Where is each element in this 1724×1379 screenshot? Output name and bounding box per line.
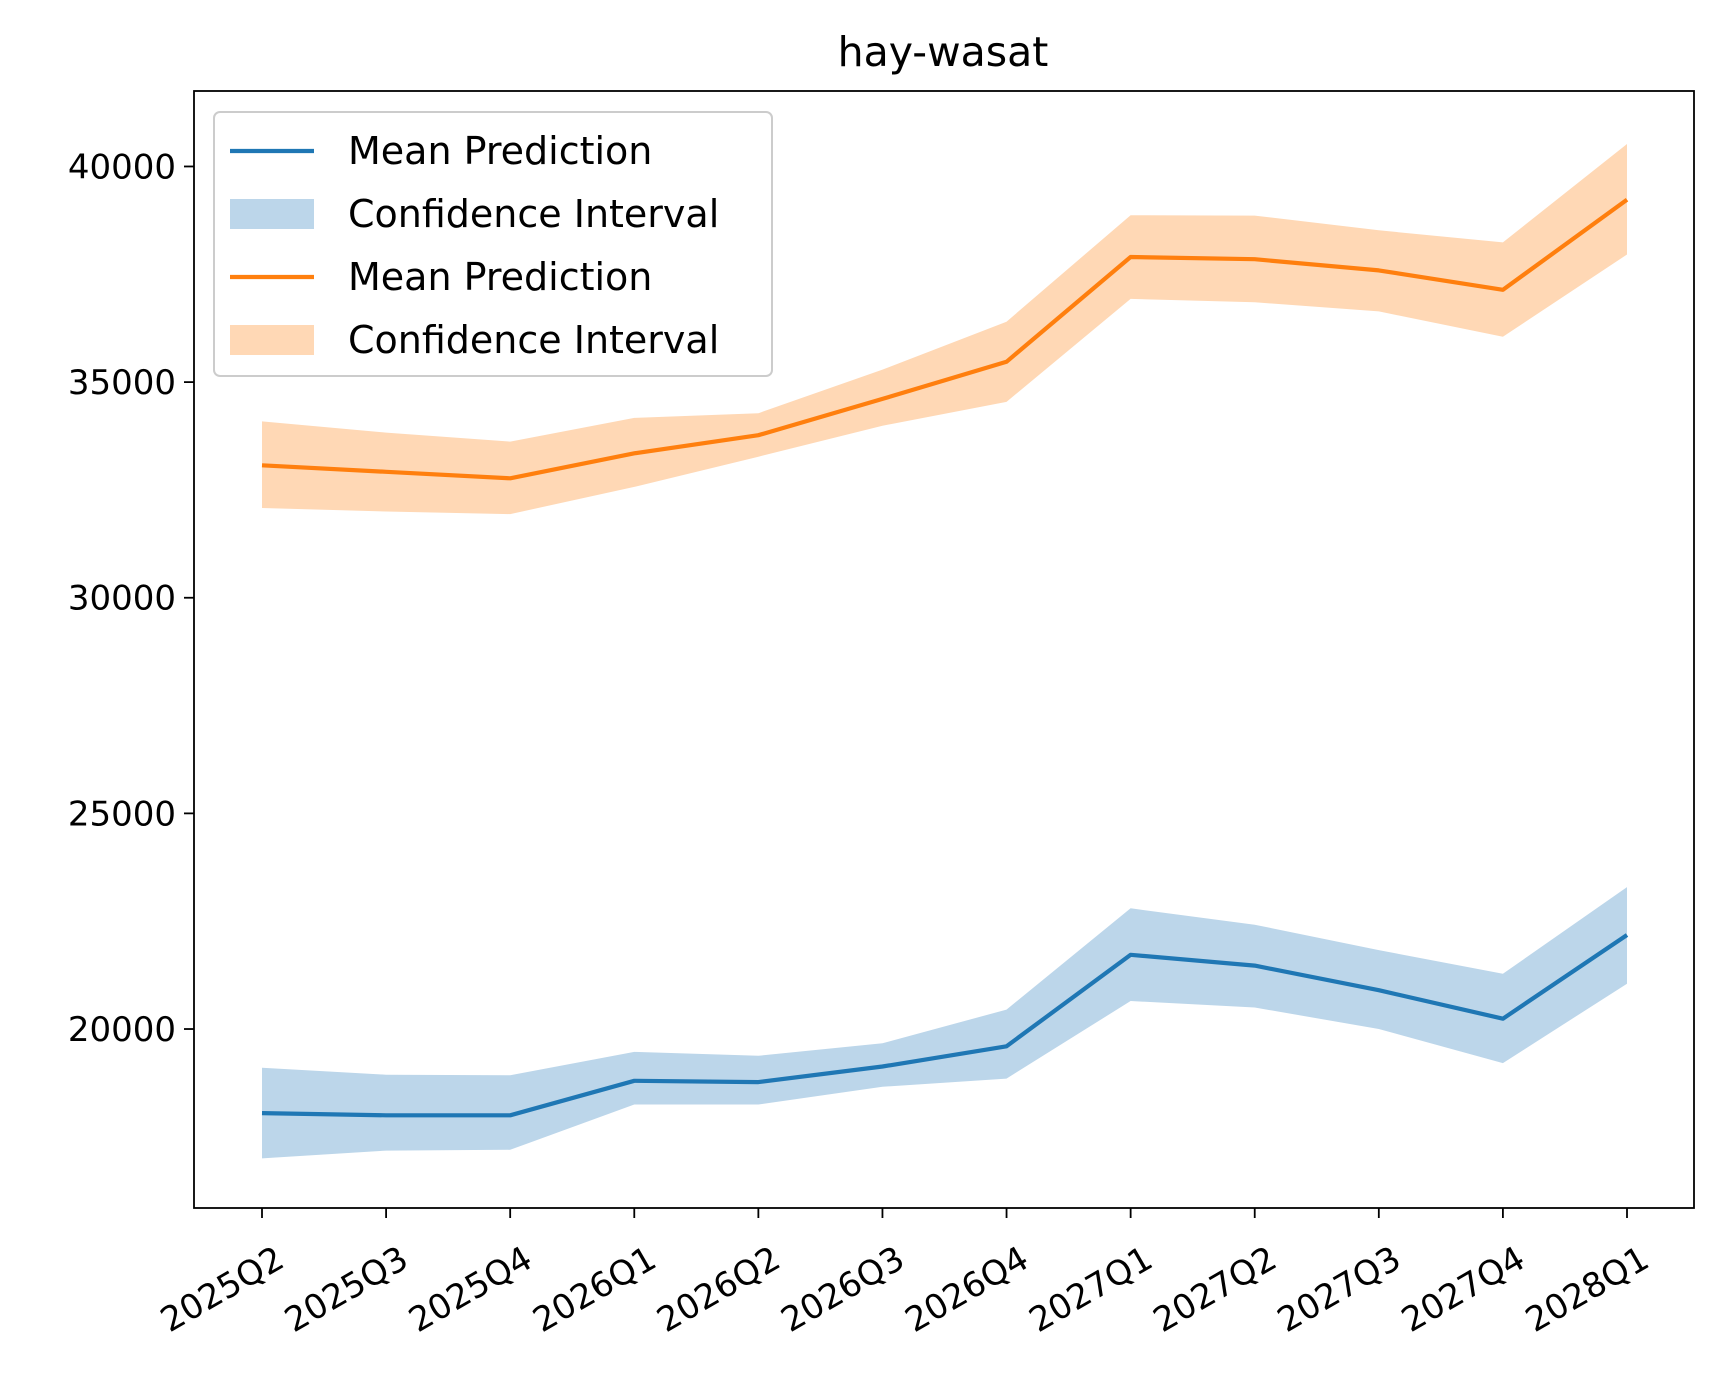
legend-label-ci-2: Confidence Interval xyxy=(348,318,719,362)
legend: Mean Prediction Confidence Interval Mean P… xyxy=(213,111,773,377)
legend-band-swatch-1 xyxy=(230,199,314,229)
legend-label-mean-2: Mean Prediction xyxy=(348,255,652,299)
y-tick-label: 40000 xyxy=(68,147,176,187)
mean-line-2 xyxy=(261,198,1629,481)
chart-title: hay-wasat xyxy=(838,28,1049,76)
legend-box xyxy=(213,111,773,377)
legend-label-ci-1: Confidence Interval xyxy=(348,192,719,236)
confidence-band-2 xyxy=(262,144,1627,515)
y-axis: 20000 25000 30000 35000 40000 xyxy=(68,147,194,1050)
mean-lines xyxy=(261,198,1629,1118)
legend-label-mean-1: Mean Prediction xyxy=(348,129,652,173)
y-tick-label: 30000 xyxy=(68,579,176,619)
y-tick-label: 20000 xyxy=(68,1010,176,1050)
y-tick-label: 35000 xyxy=(68,363,176,403)
y-tick-label: 25000 xyxy=(68,794,176,834)
mean-line-1 xyxy=(261,933,1629,1118)
legend-band-swatch-2 xyxy=(230,325,314,355)
plot-frame xyxy=(193,90,1695,1209)
